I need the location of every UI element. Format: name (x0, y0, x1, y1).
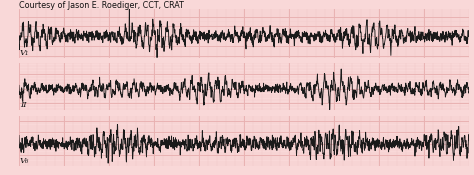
Text: II: II (20, 101, 27, 109)
Text: V₁: V₁ (20, 49, 29, 57)
Text: Courtesy of Jason E. Roediger, CCT, CRAT: Courtesy of Jason E. Roediger, CCT, CRAT (19, 1, 184, 10)
Text: V₆: V₆ (20, 157, 29, 165)
